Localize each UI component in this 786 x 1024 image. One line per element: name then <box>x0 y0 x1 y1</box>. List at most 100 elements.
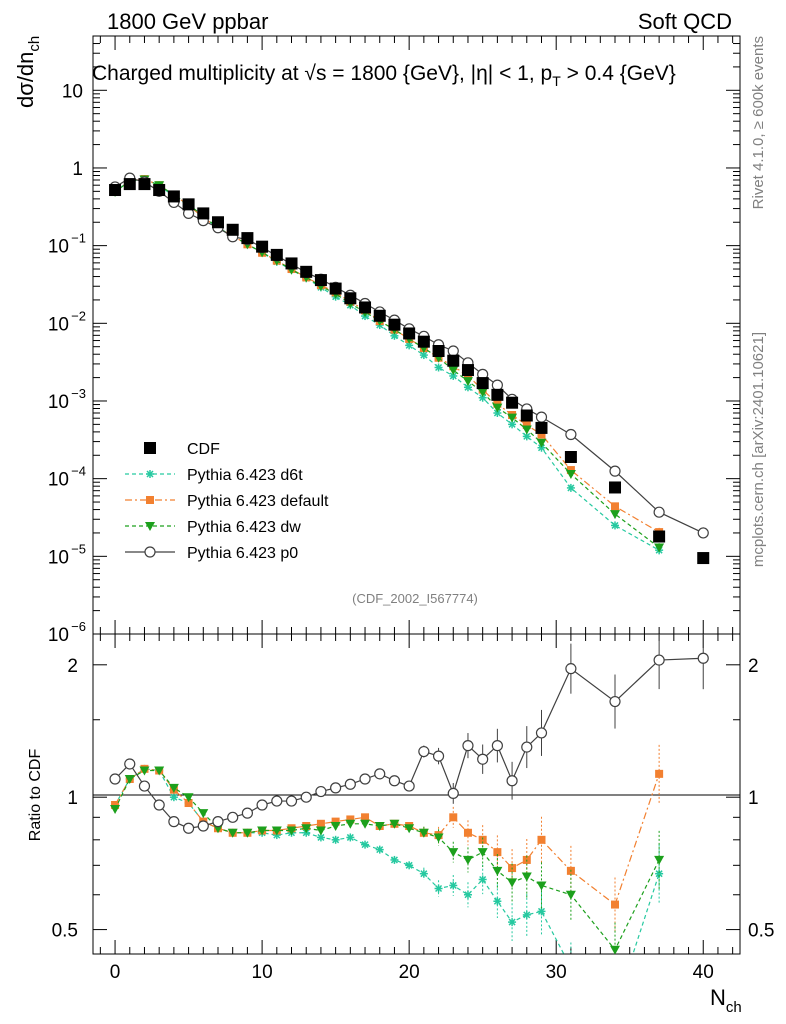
ratio-point-dw <box>360 819 371 829</box>
data-point-dw <box>462 377 473 387</box>
ratio-point-p0 <box>227 811 239 823</box>
ratio-point-dw <box>448 848 459 858</box>
plot-title: Charged multiplicity at √s = 1800 {GeV},… <box>92 62 676 89</box>
ratio-point-p0 <box>447 787 459 800</box>
ratio-point-p0 <box>388 775 401 787</box>
y-tick-label: 10 <box>48 470 69 491</box>
ratio-point-p0 <box>491 740 503 752</box>
series-line-p0 <box>114 177 704 534</box>
data-point-cdf <box>109 184 122 197</box>
ratio-point-dw <box>433 833 444 843</box>
star-stroke <box>508 918 516 926</box>
star-stroke <box>611 521 619 529</box>
ratio-point-dw <box>242 828 253 838</box>
ratio-point-dw <box>330 822 341 832</box>
ratio-line-default <box>114 768 660 906</box>
legend-label-dw: Pythia 6.423 dw <box>187 519 301 536</box>
ratio-point-p0 <box>374 768 386 780</box>
data-point-cdf <box>256 240 269 253</box>
ratio-tick-label-left: 0.5 <box>52 921 78 942</box>
y-tick-label: 10 <box>48 625 69 646</box>
star-stroke <box>464 891 472 899</box>
ratio-point-default <box>463 828 472 837</box>
y-tick-exponent: −6 <box>71 619 86 634</box>
ratio-point-d6t <box>463 890 472 899</box>
ratio-point-dw <box>139 766 150 776</box>
ratio-point-dw <box>345 819 356 829</box>
ratio-point-default <box>611 900 620 909</box>
y-tick-exponent: −5 <box>71 541 86 556</box>
star-stroke <box>435 884 443 893</box>
ratio-point-default <box>655 769 664 778</box>
data-point-p0 <box>565 428 577 441</box>
data-point-cdf <box>506 396 519 409</box>
data-point-cdf <box>417 335 430 348</box>
y-tick-exponent: −2 <box>71 308 86 323</box>
data-point-cdf <box>461 364 474 377</box>
x-tick-label: 40 <box>693 962 714 983</box>
y-tick-label: 10 <box>62 81 83 102</box>
data-point-d6t <box>611 521 620 530</box>
legend-marker-cdf <box>144 442 156 454</box>
data-point-dw <box>610 510 621 520</box>
data-point-cdf <box>344 292 357 305</box>
ratio-point-d6t <box>390 855 399 864</box>
ratio-point-dw <box>610 945 621 954</box>
star-stroke <box>508 420 516 428</box>
star-stroke <box>449 372 457 380</box>
data-point-dw <box>492 403 503 413</box>
star-stroke <box>317 833 325 841</box>
ratio-point-dw <box>315 826 326 836</box>
legend-label-d6t: Pythia 6.423 d6t <box>187 467 303 484</box>
ratio-line-d6t <box>114 768 660 954</box>
data-point-cdf <box>535 421 548 434</box>
y-tick-label: 10 <box>48 314 69 335</box>
y-tick-exponent: −1 <box>71 231 86 246</box>
ratio-point-default <box>449 813 458 822</box>
ratio-point-default <box>493 848 502 857</box>
ratio-point-dw <box>271 826 282 836</box>
star-stroke <box>523 432 531 440</box>
data-point-p0 <box>447 345 459 357</box>
y-tick-label: 1 <box>72 159 83 180</box>
data-point-cdf <box>182 198 195 211</box>
data-point-p0 <box>609 465 621 477</box>
data-point-cdf <box>153 184 166 197</box>
analysis-tag: (CDF_2002_I567774) <box>352 591 478 606</box>
rivet-version-label: Rivet 4.1.0, ≥ 600k events <box>750 36 767 209</box>
data-point-cdf <box>270 248 283 261</box>
star-stroke <box>361 841 369 849</box>
star-stroke <box>420 870 428 878</box>
data-point-cdf <box>226 223 239 236</box>
legend-label-cdf: CDF <box>187 441 220 458</box>
ratio-point-default <box>184 799 193 808</box>
ratio-point-d6t <box>478 875 487 884</box>
legend-marker-default <box>146 496 154 504</box>
ratio-point-d6t <box>449 881 458 890</box>
data-point-cdf <box>697 552 710 565</box>
y-axis-label-main: dσ/dnch <box>13 36 43 108</box>
y-tick-exponent: −4 <box>71 464 86 479</box>
star-stroke <box>390 332 398 340</box>
ratio-point-p0 <box>271 795 283 807</box>
data-point-cdf <box>167 190 180 203</box>
ratio-point-dw <box>183 793 194 803</box>
ratio-point-p0 <box>256 799 268 811</box>
ratio-point-dw <box>374 822 385 832</box>
ratio-point-d6t <box>361 840 370 849</box>
data-point-d6t <box>434 363 443 372</box>
ratio-point-p0 <box>521 741 533 753</box>
star-stroke <box>612 1006 618 1012</box>
ratio-point-p0 <box>330 782 342 794</box>
header-left: 1800 GeV ppbar <box>107 9 268 34</box>
ratio-point-d6t <box>419 869 428 878</box>
ratio-point-dw <box>257 826 268 836</box>
data-point-cdf <box>197 207 210 220</box>
ratio-point-p0 <box>403 780 415 792</box>
ratio-point-dw <box>301 824 312 834</box>
ratio-point-default <box>346 815 355 824</box>
ratio-tick-label-right: 1 <box>748 788 759 809</box>
star-stroke <box>146 470 154 478</box>
ratio-line-dw <box>114 769 660 951</box>
